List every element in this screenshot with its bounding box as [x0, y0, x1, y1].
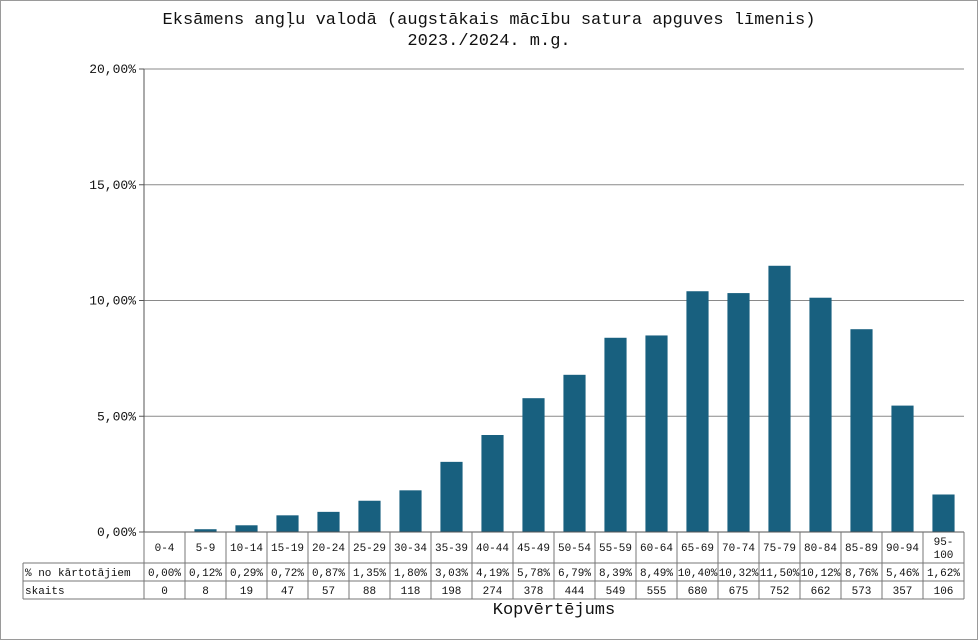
x-tick-label: 0-4 — [155, 543, 175, 555]
bar — [891, 405, 914, 532]
x-tick-label: 35-39 — [435, 543, 468, 555]
table-cell: 357 — [893, 586, 913, 598]
x-tick-label: 70-74 — [722, 543, 755, 555]
bar — [809, 297, 832, 532]
data-label: 5,46% — [886, 568, 919, 580]
data-label: 1,80% — [394, 568, 427, 580]
table-cell: 274 — [483, 586, 503, 598]
x-tick-label: 75-79 — [763, 543, 796, 555]
bar — [727, 293, 750, 532]
x-tick-label: 65-69 — [681, 543, 714, 555]
data-label: 6,79% — [558, 568, 591, 580]
data-label: 0,29% — [230, 568, 263, 580]
table-cell: 680 — [688, 586, 708, 598]
table-cell: 118 — [401, 586, 421, 598]
bar — [645, 335, 668, 532]
x-tick-label: 10-14 — [230, 543, 263, 555]
bar — [932, 494, 955, 532]
chart-subtitle: 2023./2024. m.g. — [407, 32, 571, 51]
y-tick-label: 10,00% — [89, 294, 136, 309]
table-cell: 378 — [524, 586, 544, 598]
bar — [850, 329, 873, 532]
bar — [194, 529, 217, 532]
bar — [235, 525, 258, 532]
table-cell: 549 — [606, 586, 626, 598]
table-row-label: skaits — [25, 586, 65, 598]
x-tick-label: 60-64 — [640, 543, 673, 555]
y-tick-label: 0,00% — [97, 525, 136, 540]
x-tick-label: 80-84 — [804, 543, 837, 555]
x-tick-label: 15-19 — [271, 543, 304, 555]
table-cell: 198 — [442, 586, 462, 598]
table-cell: 675 — [729, 586, 749, 598]
data-label: 1,62% — [927, 568, 960, 580]
data-label: 0,12% — [189, 568, 222, 580]
x-tick-label: 30-34 — [394, 543, 427, 555]
y-tick-label: 5,00% — [97, 409, 136, 424]
x-tick-label: 5-9 — [196, 543, 216, 555]
bar — [399, 490, 422, 532]
x-tick-label: 55-59 — [599, 543, 632, 555]
x-tick-label: 20-24 — [312, 543, 345, 555]
x-tick-label: 50-54 — [558, 543, 591, 555]
x-tick-label: 100 — [934, 550, 954, 562]
data-label: 0,87% — [312, 568, 345, 580]
table-cell: 47 — [281, 586, 294, 598]
bar — [604, 337, 627, 532]
data-label: 11,50% — [760, 568, 800, 580]
data-label: 10,32% — [719, 568, 759, 580]
table-cell: 0 — [161, 586, 168, 598]
data-label: 5,78% — [517, 568, 550, 580]
table-row-label: % no kārtotājiem — [25, 568, 131, 580]
x-tick-label: 45-49 — [517, 543, 550, 555]
data-label: 3,03% — [435, 568, 468, 580]
table-cell: 8 — [202, 586, 209, 598]
table-cell: 57 — [322, 586, 335, 598]
bar — [563, 374, 586, 532]
x-tick-label: 40-44 — [476, 543, 509, 555]
y-tick-label: 15,00% — [89, 178, 136, 193]
data-label: 8,76% — [845, 568, 878, 580]
x-tick-label: 90-94 — [886, 543, 919, 555]
x-tick-label: 25-29 — [353, 543, 386, 555]
bar — [358, 500, 381, 532]
bar — [276, 515, 299, 532]
table-cell: 573 — [852, 586, 872, 598]
x-tick-label: 85-89 — [845, 543, 878, 555]
data-label: 4,19% — [476, 568, 509, 580]
bar — [686, 291, 709, 532]
data-label: 0,72% — [271, 568, 304, 580]
bar — [440, 461, 463, 532]
data-label: 8,39% — [599, 568, 632, 580]
x-axis-label: Kopvērtējums — [492, 601, 616, 620]
table-cell: 19 — [240, 586, 253, 598]
table-cell: 88 — [363, 586, 376, 598]
table-cell: 555 — [647, 586, 667, 598]
data-label: 8,49% — [640, 568, 673, 580]
y-tick-label: 20,00% — [89, 62, 136, 77]
table-cell: 662 — [811, 586, 831, 598]
data-label: 10,12% — [801, 568, 841, 580]
bar — [481, 435, 504, 532]
table-cell: 106 — [934, 586, 954, 598]
data-label: 10,40% — [678, 568, 718, 580]
data-label: 0,00% — [148, 568, 181, 580]
chart-title-block: Eksāmens angļu valodā (augstākais mācību… — [1, 10, 977, 52]
bar — [522, 398, 545, 532]
table-cell: 444 — [565, 586, 585, 598]
data-label: 1,35% — [353, 568, 386, 580]
chart-title: Eksāmens angļu valodā (augstākais mācību… — [162, 11, 816, 30]
x-tick-label: 95- — [934, 537, 954, 549]
bar — [317, 511, 340, 532]
bar — [768, 265, 791, 532]
table-cell: 752 — [770, 586, 790, 598]
